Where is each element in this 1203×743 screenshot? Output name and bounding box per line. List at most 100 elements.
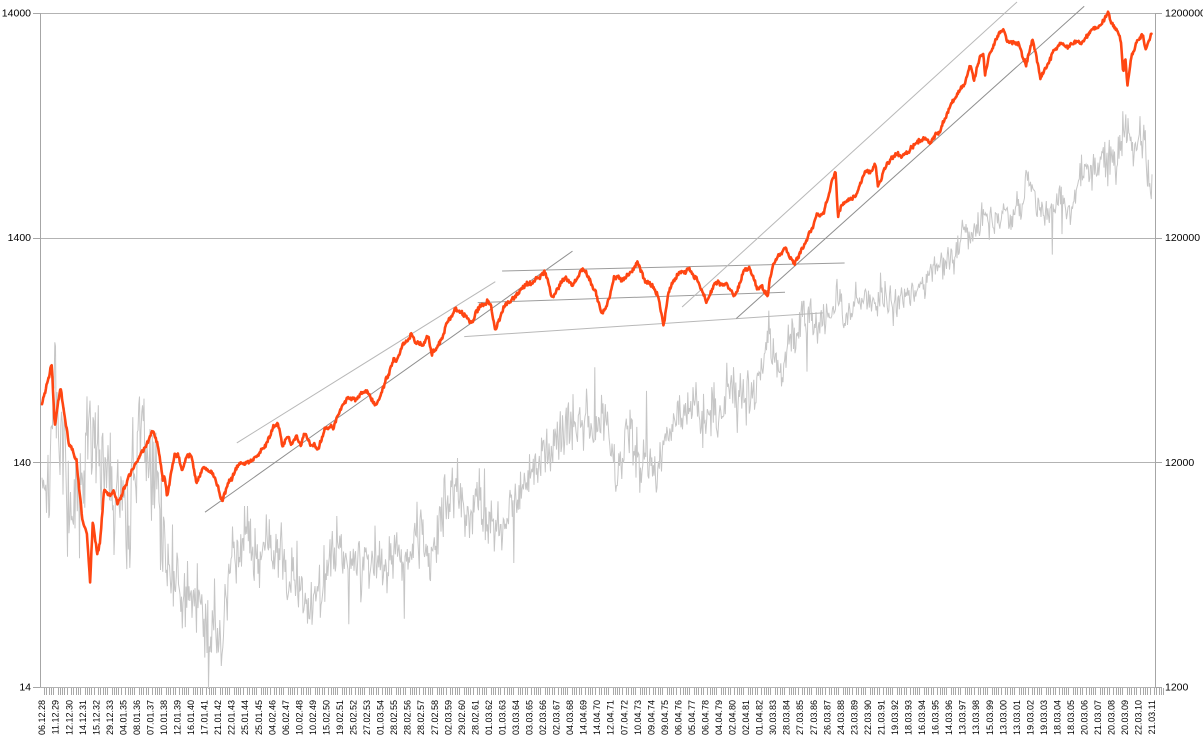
x-axis-label: 09.04.74 [646,700,656,735]
x-axis-label: 21.01.42 [213,700,223,735]
x-axis-label: 06.02.47 [281,700,291,735]
x-axis-label: 02.03.66 [538,700,548,735]
x-axis-label: 20.03.08 [1107,700,1117,735]
x-axis-label: 10.02.48 [294,700,304,735]
x-axis-label: 02.03.59 [443,700,453,735]
y-axis-labels-right: 1200000 120000 12000 1200 [1165,8,1203,694]
x-axis-label: 13.03.98 [971,700,981,735]
x-axis-label: 14.04.70 [592,700,602,735]
trend-line [502,262,845,272]
x-axis-label: 10.04.73 [633,700,643,735]
x-axis-label: 19.03.02 [1025,700,1035,735]
y-axis-labels-left: 14000 1400 140 14 [2,8,31,694]
x-axis-label: 13.03.01 [1012,700,1022,735]
x-axis-label: 14.12.31 [78,700,88,735]
trend-line [681,1,1018,308]
x-axis-label: 18.03.04 [1052,700,1062,735]
y-axis-label-left: 1400 [8,232,32,244]
x-axis-label: 22.03.10 [1134,700,1144,735]
x-axis-label: 25.01.44 [240,700,250,735]
x-axis-label: 02.04.81 [741,700,751,735]
x-axis-label: 28.02.55 [389,700,399,735]
x-axis-label: 16.03.95 [931,700,941,735]
axes [33,13,1162,688]
x-axis-label: 04.04.79 [714,700,724,735]
x-axis-labels: 06.12.28 11.12.29 12.12.30 14.12.31 15.12.32… [37,700,1157,735]
x-axis-label: 03.03.65 [525,700,535,735]
x-axis-label: 12.12.30 [64,700,74,735]
x-axis-label: 04.02.46 [267,700,277,735]
volume-series-line [41,111,1153,690]
x-axis-label: 19.03.03 [1039,700,1049,735]
x-axis-label: 05.04.77 [687,700,697,735]
y-axis-label-right: 1200 [1165,682,1189,694]
x-axis-label: 25.01.45 [254,700,264,735]
x-axis-label: 19.02.51 [335,700,345,735]
x-axis-label: 23.03.89 [849,700,859,735]
y-axis-label-right: 120000 [1165,232,1200,244]
trend-line [735,5,1085,319]
x-axis-label: 30.03.83 [768,700,778,735]
x-axis-label: 14.04.69 [579,700,589,735]
x-axis-label: 15.03.99 [985,700,995,735]
x-axis-label: 07.01.37 [146,700,156,735]
x-axis-label: 10.01.38 [159,700,169,735]
price-series-line [40,10,1153,584]
x-axis-label: 25.02.52 [349,700,359,735]
x-axis-label: 28.02.56 [403,700,413,735]
x-axis-label: 03.03.64 [511,700,521,735]
x-axis-label: 21.03.07 [1093,700,1103,735]
x-axis-label: 10.02.49 [308,700,318,735]
x-axis-label: 28.03.84 [782,700,792,735]
x-axis-label: 18.03.05 [1066,700,1076,735]
x-axis-label: 26.03.87 [822,700,832,735]
x-axis-label: 06.04.78 [701,700,711,735]
x-axis-label: 16.01.40 [186,700,196,735]
trendlines [204,1,1085,513]
x-axis-label: 27.02.58 [430,700,440,735]
x-axis-label: 17.01.41 [200,700,210,735]
x-axis-label: 20.03.09 [1120,700,1130,735]
x-axis-tick-comb [44,688,1164,695]
x-axis-label: 29.12.33 [105,700,115,735]
x-axis-label: 01.03.54 [376,700,386,735]
x-axis-label: 29.02.60 [457,700,467,735]
trend-line [477,291,786,304]
x-axis-label: 15.12.32 [91,700,101,735]
x-axis-label: 11.12.29 [51,700,61,734]
x-axis-label: 28.02.61 [470,700,480,735]
x-axis-label: 27.03.85 [795,700,805,735]
x-axis-label: 14.03.96 [944,700,954,735]
x-axis-label: 13.03.00 [998,700,1008,735]
x-axis-label: 01.04.82 [755,700,765,735]
y-axis-label-left: 14000 [2,8,31,20]
x-axis-label: 13.03.97 [958,700,968,735]
x-axis-label: 16.03.94 [917,700,927,735]
x-axis-label: 20.03.06 [1080,700,1090,735]
y-axis-label-right: 1200000 [1165,8,1203,20]
x-axis-label: 01.03.63 [497,700,507,735]
x-axis-label: 02.04.80 [728,700,738,735]
trend-line [236,281,496,444]
x-axis-label: 21.03.11 [1147,700,1157,734]
x-axis-label: 07.04.72 [619,700,629,735]
x-axis-label: 08.01.36 [132,700,142,735]
trend-line [204,250,573,513]
x-axis-label: 19.03.92 [890,700,900,735]
x-axis-label: 02.03.67 [552,700,562,735]
x-axis-label: 01.03.62 [484,700,494,735]
x-axis-label: 15.02.50 [322,700,332,735]
x-axis-label: 21.03.91 [877,700,887,735]
x-axis-label: 09.04.75 [660,700,670,735]
x-axis-label: 12.01.39 [173,700,183,735]
x-axis-label: 27.02.53 [362,700,372,735]
x-axis-label: 04.01.35 [118,700,128,735]
x-axis-label: 18.03.93 [904,700,914,735]
y-axis-label-right: 12000 [1165,457,1194,469]
x-axis-label: 06.12.28 [37,700,47,735]
trend-line [464,312,823,338]
gridlines [40,13,1155,688]
x-axis-label: 24.03.88 [836,700,846,735]
